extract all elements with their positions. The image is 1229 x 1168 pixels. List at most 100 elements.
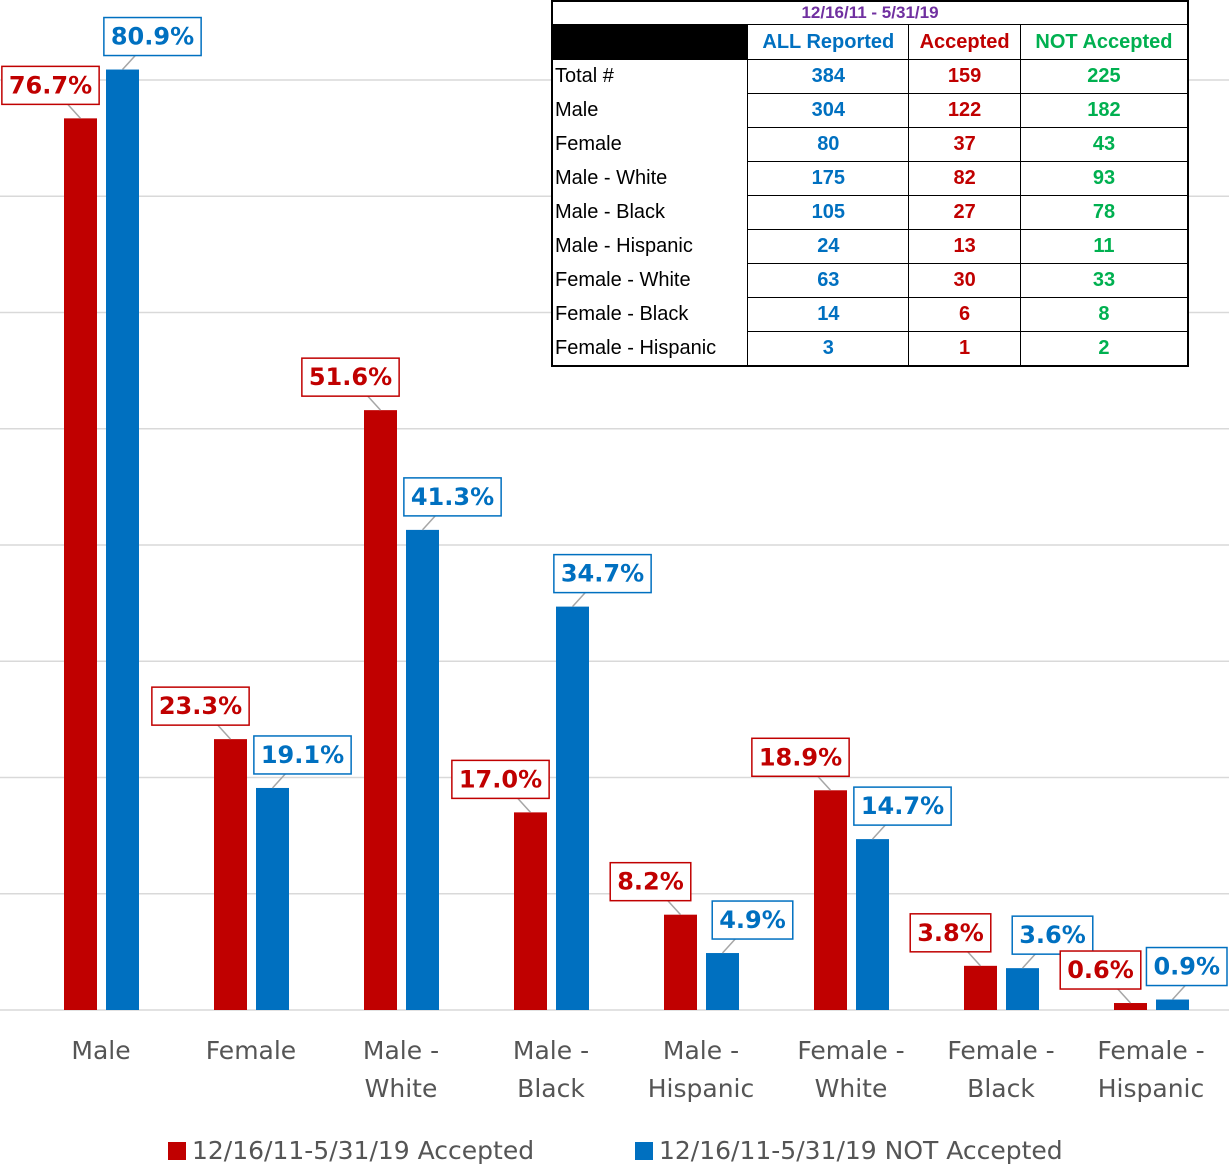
table-row: Female 80 37 43 [551, 127, 1189, 162]
bar [814, 790, 847, 1010]
table-row: Female - White 63 30 33 [551, 263, 1189, 298]
label-box [103, 16, 202, 57]
label-box [1145, 946, 1228, 987]
legend-swatch [168, 1142, 186, 1160]
data-label: 19.1% [253, 735, 352, 789]
data-label-text: 3.6% [1019, 921, 1086, 949]
data-label: 80.9% [103, 16, 202, 71]
data-label: 23.3% [151, 686, 250, 740]
column-header: ALL Reported [747, 24, 910, 60]
x-tick-label: Male [71, 1036, 131, 1065]
data-label-text: 0.6% [1067, 956, 1134, 984]
table-cell: 182 [1019, 93, 1189, 128]
table-cell: 6 [908, 297, 1021, 332]
row-label: Total # [551, 59, 749, 94]
data-label: 3.8% [909, 913, 992, 967]
table-cell: 122 [908, 93, 1021, 128]
table-cell: 43 [1019, 127, 1189, 162]
data-label-text: 51.6% [309, 363, 392, 391]
data-label: 8.2% [609, 861, 692, 916]
bar [1006, 968, 1039, 1010]
data-label: 34.7% [553, 553, 652, 608]
data-label: 3.6% [1011, 915, 1094, 969]
x-tick-label: Female - White [797, 1036, 905, 1103]
legend-item: 12/16/11-5/31/19 NOT Accepted [635, 1136, 1063, 1165]
bar [256, 787, 289, 1010]
data-label-text: 41.3% [411, 483, 494, 511]
data-label: 41.3% [403, 477, 502, 531]
table-cell: 175 [747, 161, 910, 196]
x-tick-label: Male - White [362, 1036, 440, 1103]
table-row: Male - Black 105 27 78 [551, 195, 1189, 230]
x-tick-label: Male - Black [512, 1036, 590, 1103]
label-box [553, 553, 652, 594]
table-cell: 105 [747, 195, 910, 230]
data-label-text: 0.9% [1153, 953, 1220, 981]
data-label-text: 34.7% [561, 560, 644, 588]
data-label-text: 23.3% [159, 692, 242, 720]
data-label-text: 80.9% [111, 23, 194, 51]
table-cell: 225 [1019, 59, 1189, 94]
bar [1156, 999, 1189, 1010]
table-cell: 14 [747, 297, 910, 332]
table-cell: 159 [908, 59, 1021, 94]
label-box [909, 913, 992, 953]
data-label-text: 18.9% [759, 743, 842, 771]
table-row: Male - White 175 82 93 [551, 161, 1189, 196]
table-title: 12/16/11 - 5/31/19 [551, 0, 1189, 25]
column-header: NOT Accepted [1019, 24, 1189, 60]
bar [214, 739, 247, 1010]
legend-swatch [635, 1142, 653, 1160]
label-box [751, 737, 850, 778]
row-label: Male [551, 93, 749, 128]
table-cell: 8 [1019, 297, 1189, 332]
row-label: Male - White [551, 161, 749, 196]
table-row: Female - Black 14 6 8 [551, 297, 1189, 332]
legend-label: 12/16/11-5/31/19 NOT Accepted [659, 1136, 1063, 1165]
label-box [853, 786, 952, 826]
table-cell: 80 [747, 127, 910, 162]
table-cell: 11 [1019, 229, 1189, 264]
row-label: Female [551, 127, 749, 162]
row-label: Male - Hispanic [551, 229, 749, 264]
data-label: 14.7% [853, 786, 952, 840]
table-cell: 63 [747, 263, 910, 298]
label-box [609, 861, 692, 902]
table-cell: 33 [1019, 263, 1189, 298]
table-title-row: 12/16/11 - 5/31/19 [551, 0, 1189, 25]
table-row: Total #384 159 225 [551, 59, 1189, 94]
table-cell: 1 [908, 331, 1021, 367]
row-label: Female - Hispanic [551, 331, 749, 366]
table-cell: 2 [1019, 331, 1189, 367]
table-cell: 82 [908, 161, 1021, 196]
column-header: Accepted [908, 24, 1021, 60]
data-label: 0.6% [1059, 950, 1142, 1004]
table-cell: 304 [747, 93, 910, 128]
label-box [301, 357, 400, 397]
label-box [1, 65, 100, 106]
table-cell: 93 [1019, 161, 1189, 196]
table-row: Male 304 122 182 [551, 93, 1189, 128]
bar [514, 812, 547, 1010]
table-cell: 37 [908, 127, 1021, 162]
data-label-text: 3.8% [917, 919, 984, 947]
table-cell: 3 [747, 331, 910, 367]
data-label: 18.9% [751, 737, 850, 791]
data-label: 17.0% [451, 759, 550, 813]
table-row: Male - Hispanic 24 13 11 [551, 229, 1189, 264]
label-box [711, 900, 794, 940]
bar [64, 118, 97, 1011]
legend-item: 12/16/11-5/31/19 Accepted [168, 1136, 534, 1165]
table-row: Female - Hispanic 3 1 2 [551, 331, 1189, 367]
x-tick-label: Female [205, 1036, 297, 1065]
table-cell: 13 [908, 229, 1021, 264]
legend-label: 12/16/11-5/31/19 Accepted [192, 1136, 535, 1165]
table-cell: 27 [908, 195, 1021, 230]
label-box [403, 477, 502, 517]
table-header-row: ALL Reported Accepted NOT Accepted [551, 24, 1189, 60]
table-cell: 78 [1019, 195, 1189, 230]
data-label: 76.7% [1, 65, 100, 119]
bar [706, 953, 739, 1010]
